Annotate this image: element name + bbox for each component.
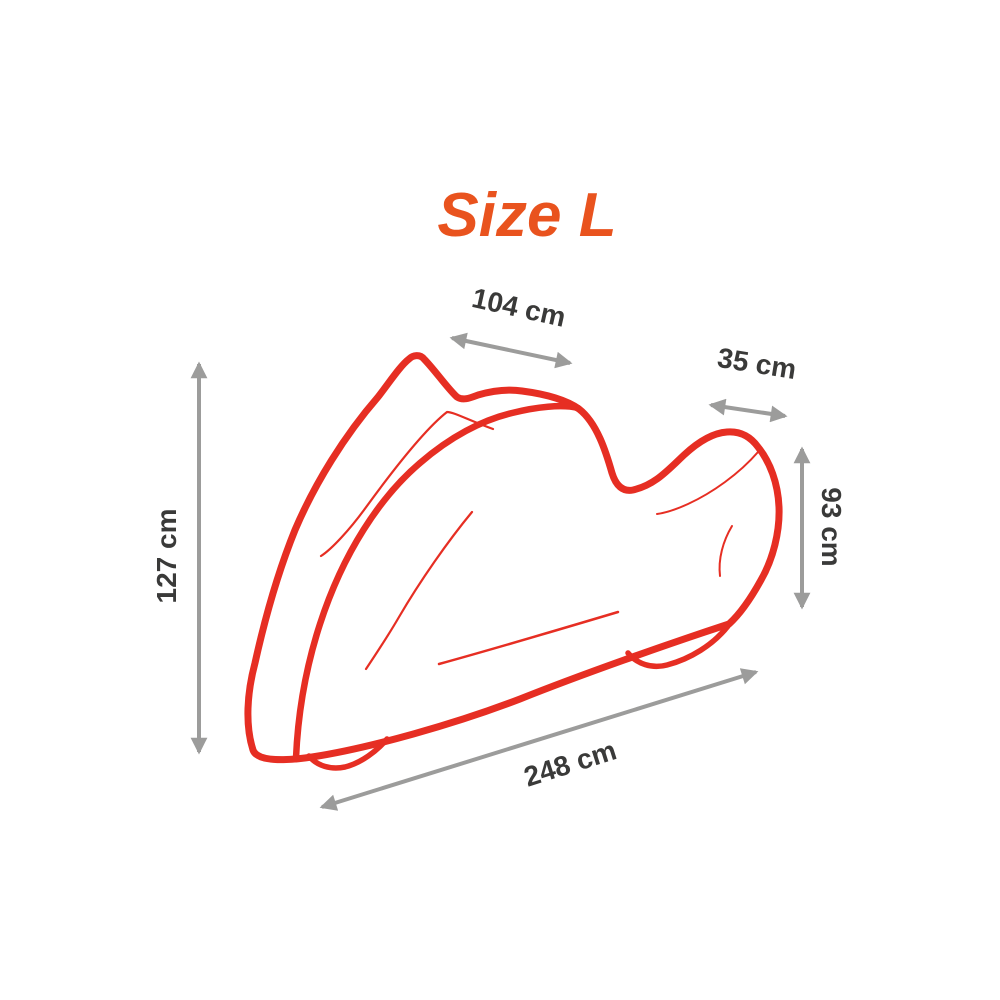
arrow-tail-width <box>708 398 788 423</box>
cover-outline <box>244 352 783 771</box>
arrow-length <box>319 668 759 811</box>
arrow-handlebar-width <box>449 332 573 369</box>
crease-rear-hump <box>656 451 759 515</box>
page-title: Size L <box>437 181 616 250</box>
label-tail-width: 35 cm <box>715 342 798 385</box>
crease-front-peak <box>319 410 495 558</box>
cover-outer-edge <box>244 352 783 764</box>
cover-inner-edge <box>292 402 582 762</box>
crease-bottom <box>437 610 620 666</box>
label-handlebar-width: 104 cm <box>469 282 568 333</box>
dimension-labels: 104 cm 35 cm 127 cm 93 cm 248 cm <box>151 282 847 792</box>
rear-wheel-arc <box>625 623 731 670</box>
label-length: 248 cm <box>520 734 620 792</box>
crease-rear-small <box>718 525 733 577</box>
label-front-height: 127 cm <box>151 509 182 604</box>
dimension-arrows <box>190 332 811 811</box>
label-tail-height: 93 cm <box>816 487 847 566</box>
crease-mid-body <box>364 510 474 671</box>
